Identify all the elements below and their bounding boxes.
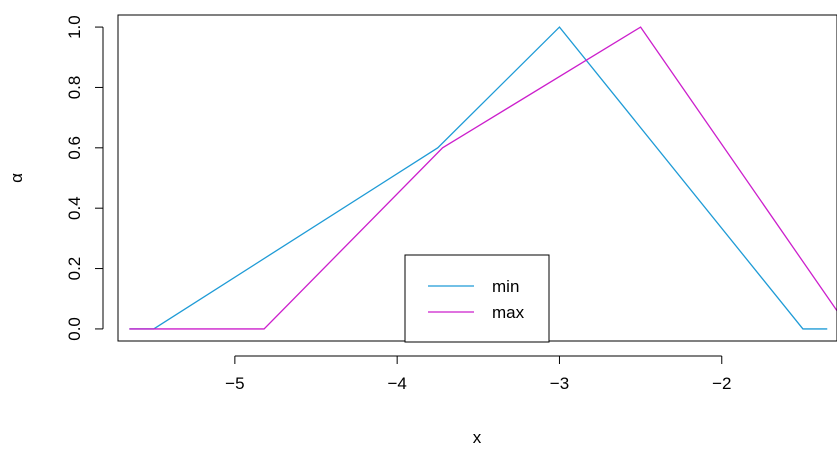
y-tick-label: 0.0: [65, 317, 84, 341]
x-axis-label: x: [473, 428, 482, 447]
x-tick-label: −3: [550, 374, 569, 393]
x-axis: −5 −4 −3 −2: [225, 355, 731, 393]
y-axis: 0.0 0.2 0.4 0.6 0.8 1.0: [65, 15, 104, 341]
legend-label-max: max: [492, 303, 525, 322]
x-tick-label: −2: [712, 374, 731, 393]
legend-box: [404, 254, 550, 343]
y-tick-label: 0.2: [65, 257, 84, 281]
series-lines: [129, 26, 837, 330]
y-tick-label: 0.6: [65, 136, 84, 160]
x-tick-label: −5: [225, 374, 244, 393]
y-tick-label: 0.4: [65, 196, 84, 220]
y-tick-label: 1.0: [65, 15, 84, 39]
x-tick-label: −4: [387, 374, 406, 393]
series-line-max: [129, 26, 837, 330]
legend-label-min: min: [492, 277, 519, 296]
y-axis-label: α: [7, 173, 26, 183]
y-tick-label: 0.8: [65, 76, 84, 100]
legend: min max: [404, 254, 550, 343]
